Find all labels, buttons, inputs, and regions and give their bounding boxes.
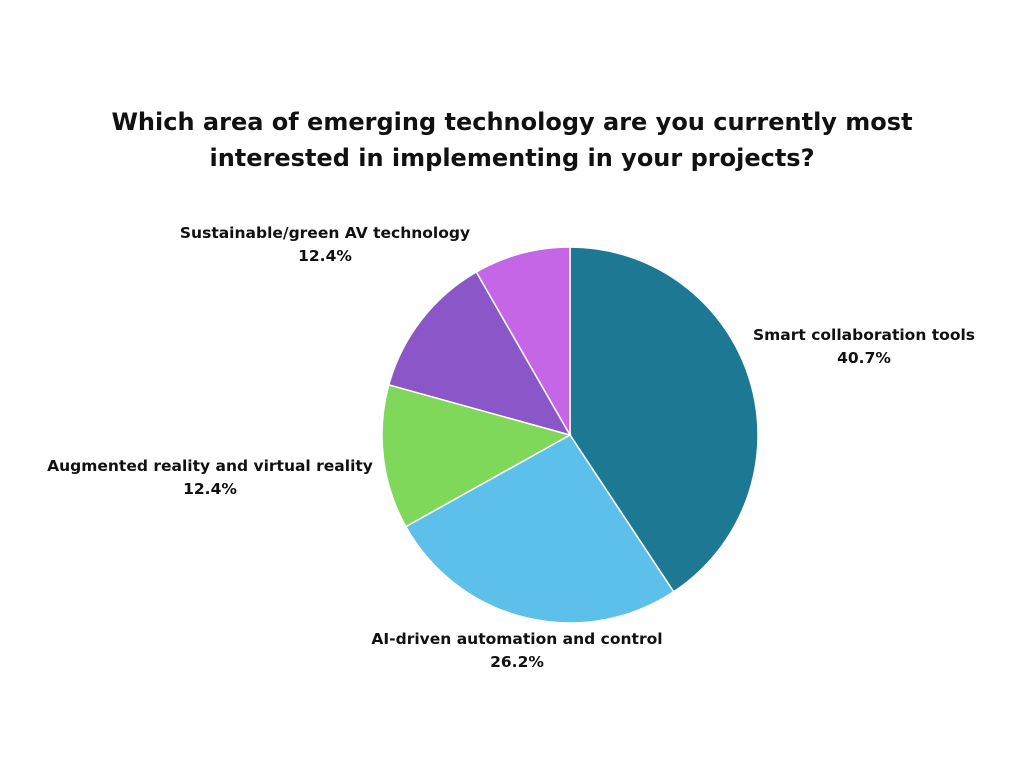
pie-slice-4 <box>475 246 571 438</box>
pie-slice-3 <box>387 270 572 437</box>
slice-value-text: 12.4% <box>183 480 237 498</box>
pie-slice-1 <box>404 434 675 624</box>
chart-title-line-1: Which area of emerging technology are yo… <box>111 108 913 136</box>
slice-value-text: 12.4% <box>298 247 352 265</box>
slice-value-text: 40.7% <box>837 349 891 367</box>
pie-slice-2 <box>381 383 572 528</box>
slice-label-smart-collaboration-tools: Smart collaboration tools 40.7% <box>748 324 980 370</box>
chart-title: Which area of emerging technology are yo… <box>0 104 1024 176</box>
slice-label-ai-driven-automation: AI-driven automation and control 26.2% <box>357 628 677 674</box>
slice-label-augmented-reality: Augmented reality and virtual reality 12… <box>40 455 380 501</box>
slice-label-text: AI-driven automation and control <box>371 630 663 648</box>
slice-label-text: Smart collaboration tools <box>752 326 976 344</box>
slice-label-text: Sustainable/green AV technology <box>179 224 471 242</box>
slice-label-sustainable-green-av: Sustainable/green AV technology 12.4% <box>170 222 480 268</box>
slice-label-text: Augmented reality and virtual reality <box>47 457 373 475</box>
chart-title-line-2: interested in implementing in your proje… <box>209 144 815 172</box>
slice-value-text: 26.2% <box>490 653 544 671</box>
